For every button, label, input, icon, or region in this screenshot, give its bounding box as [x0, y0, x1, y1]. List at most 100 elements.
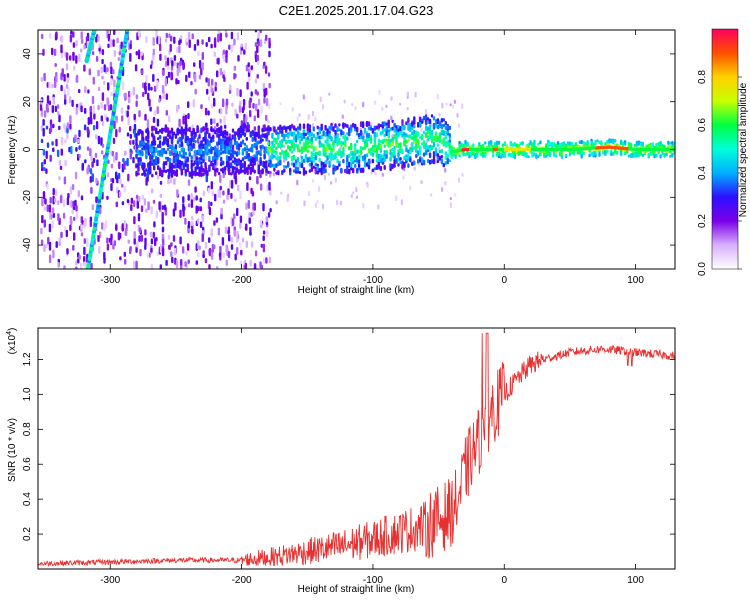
heatmap-cell — [239, 159, 243, 165]
heatmap-cell — [202, 172, 205, 177]
heatmap-cell — [64, 139, 67, 144]
heatmap-cell — [320, 161, 323, 166]
heatmap-cell — [338, 137, 341, 142]
heatmap-cell — [318, 157, 321, 163]
heatmap-cell — [639, 143, 643, 147]
heatmap-cell — [267, 126, 270, 131]
heatmap-cell — [260, 264, 264, 269]
heatmap-cell — [517, 150, 520, 157]
heatmap-cell — [308, 190, 311, 197]
heatmap-cell — [298, 138, 302, 144]
heatmap-cell — [359, 131, 363, 136]
heatmap-cell — [166, 133, 170, 137]
heatmap-cell — [312, 152, 315, 157]
heatmap-cell — [64, 226, 67, 232]
heatmap-cell — [158, 140, 162, 146]
heatmap-cell — [233, 166, 237, 171]
heatmap-cell — [330, 136, 333, 140]
heatmap-cell — [198, 172, 201, 177]
heatmap-cell — [212, 146, 215, 151]
heatmap-cell — [263, 149, 266, 153]
heatmap-cell — [403, 155, 406, 161]
heatmap-cell — [253, 154, 256, 158]
heatmap-cell — [623, 140, 627, 144]
heatmap-cell — [220, 151, 223, 156]
heatmap-cell — [461, 103, 464, 109]
heatmap-cell — [57, 262, 60, 268]
heatmap-cell — [167, 71, 171, 78]
heatmap-cell — [401, 119, 404, 125]
heatmap-cell — [341, 114, 344, 119]
heatmap-cell — [336, 158, 339, 164]
heatmap-cell — [178, 153, 181, 157]
heatmap-cell — [332, 140, 335, 146]
heatmap-cell — [223, 69, 226, 75]
heatmap-cell — [448, 139, 451, 143]
heatmap-cell — [326, 155, 329, 161]
heatmap-cell — [216, 152, 219, 156]
heatmap-cell — [361, 146, 365, 151]
heatmap-cell — [296, 179, 299, 186]
heatmap-cell — [417, 131, 420, 137]
heatmap-cell — [590, 142, 593, 147]
heatmap-cell — [281, 144, 284, 148]
heatmap-cell — [198, 166, 201, 171]
heatmap-cell — [198, 134, 201, 139]
heatmap-cell — [218, 149, 221, 156]
heatmap-cell — [225, 160, 229, 164]
heatmap-cell — [235, 168, 239, 174]
heatmap-cell — [669, 154, 672, 158]
heatmap-cell — [627, 154, 631, 158]
heatmap-cell — [75, 74, 79, 83]
heatmap-cell — [421, 142, 424, 146]
heatmap-cell — [318, 135, 321, 140]
heatmap-cell — [45, 103, 49, 112]
heatmap-cell — [161, 226, 165, 233]
heatmap-cell — [373, 147, 377, 152]
heatmap-cell — [174, 144, 178, 150]
heatmap-cell — [97, 69, 100, 77]
heatmap-cell — [158, 98, 161, 103]
heatmap-cell — [409, 185, 412, 191]
heatmap-cell — [72, 42, 76, 48]
heatmap-cell — [166, 127, 170, 133]
heatmap-cell — [287, 145, 290, 149]
heatmap-cell — [292, 169, 296, 173]
heatmap-cell — [290, 156, 294, 162]
heatmap-cell — [204, 242, 208, 249]
heatmap-cell — [89, 105, 92, 112]
heatmap-cell — [71, 209, 74, 215]
heatmap-cell — [201, 62, 205, 71]
heatmap-cell — [208, 207, 212, 216]
heatmap-cell — [395, 142, 398, 149]
heatmap-cell — [229, 172, 233, 176]
heatmap-cell — [631, 152, 635, 159]
heatmap-cell — [217, 30, 220, 35]
heatmap-cell — [466, 150, 469, 156]
heatmap-cell — [257, 41, 260, 47]
heatmap-cell — [391, 163, 394, 170]
heatmap-cell — [235, 131, 239, 136]
heatmap-cell — [135, 133, 138, 139]
heatmap-cell — [283, 164, 286, 169]
heatmap-cell — [145, 135, 148, 142]
heatmap-cell — [271, 148, 274, 152]
heatmap-cell — [265, 34, 268, 42]
heatmap-cell — [259, 140, 262, 144]
heatmap-cell — [257, 60, 260, 66]
heatmap-cell — [525, 152, 528, 158]
heatmap-cell — [430, 145, 434, 150]
heatmap-cell — [375, 152, 379, 159]
heatmap-cell — [267, 212, 271, 218]
heatmap-cell — [267, 141, 270, 146]
heatmap-cell — [72, 205, 76, 211]
heatmap-cell — [145, 168, 148, 172]
heatmap-cell — [190, 137, 193, 142]
heatmap-cell — [401, 148, 404, 155]
heatmap-cell — [119, 178, 122, 185]
heatmap-cell — [210, 181, 213, 190]
heatmap-cell — [446, 125, 449, 129]
heatmap-cell — [100, 66, 103, 74]
heatmap-cell — [121, 201, 125, 206]
heatmap-cell — [450, 145, 453, 152]
